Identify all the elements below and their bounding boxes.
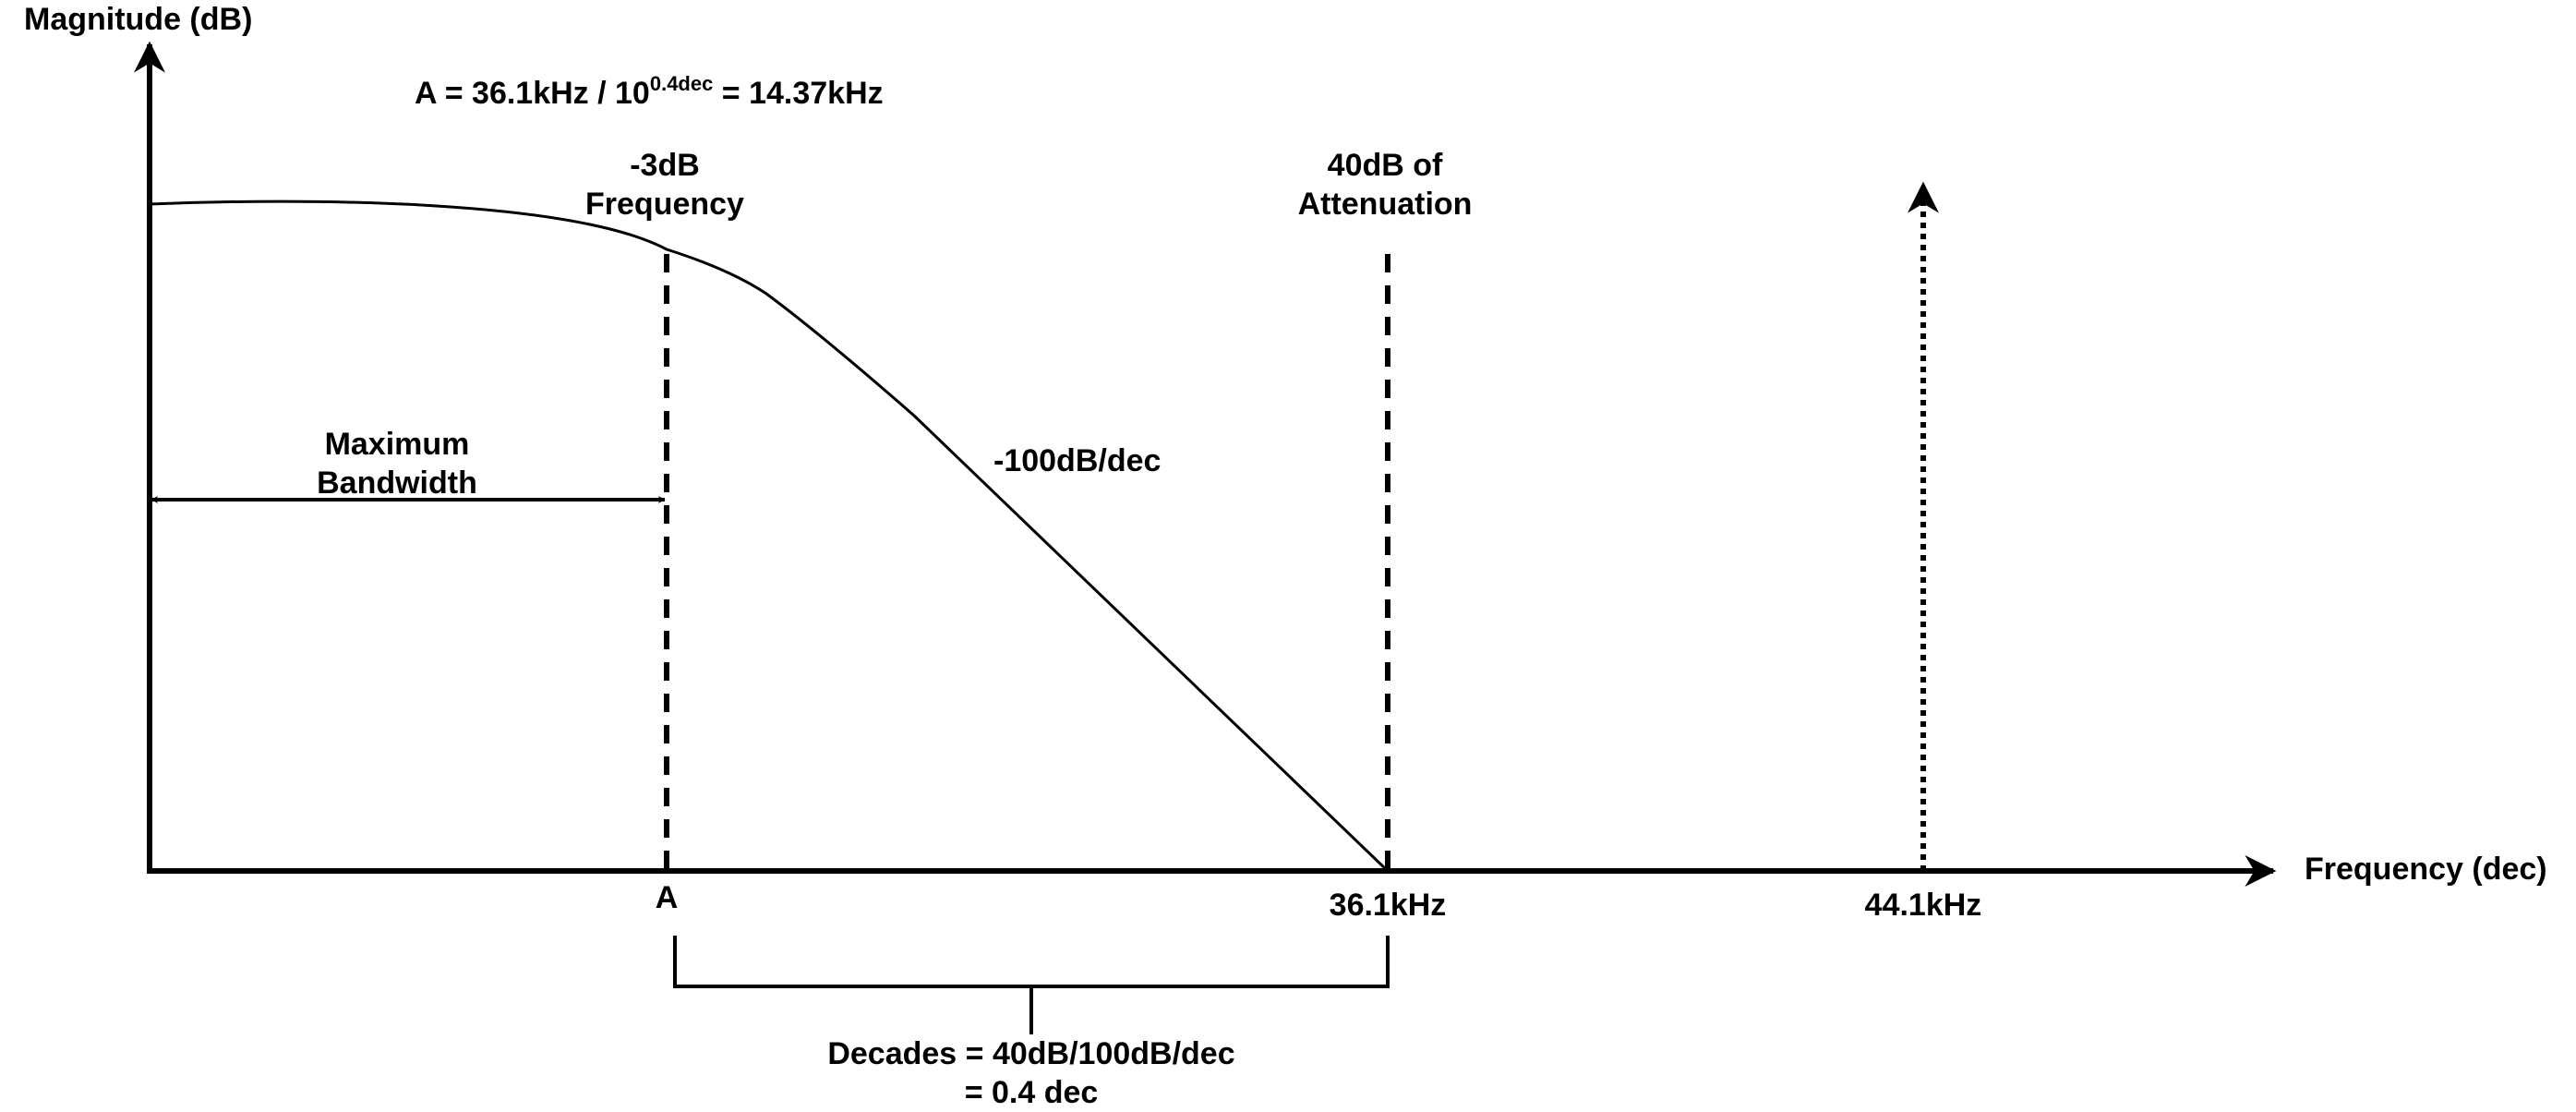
decades-bracket	[673, 936, 1390, 1034]
formula-prefix: A = 36.1kHz / 10	[415, 76, 650, 111]
bandwidth-label: Maximum Bandwidth	[259, 425, 536, 502]
cutoff-frequency-label: -3dB Frequency	[526, 146, 803, 224]
x-axis-label: Frequency (dec)	[2305, 852, 2547, 887]
magnitude-response-curve	[149, 199, 1390, 873]
formula-label: A = 36.1kHz / 100.4dec = 14.37kHz	[415, 71, 884, 113]
tick-label-a: A	[655, 880, 679, 915]
decades-label: Decades = 40dB/100dB/dec = 0.4 dec	[754, 1034, 1308, 1112]
tick-label-36-1khz: 36.1kHz	[1329, 888, 1447, 923]
formula-exponent: 0.4dec	[649, 71, 714, 95]
cutoff-label-line1: -3dB	[630, 148, 700, 183]
formula-suffix: = 14.37kHz	[713, 76, 884, 111]
bandwidth-label-line1: Maximum	[324, 427, 470, 462]
slope-label: -100dB/dec	[993, 443, 1162, 478]
decades-label-line1: Decades = 40dB/100dB/dec	[827, 1036, 1235, 1071]
cutoff-label-line2: Frequency	[585, 187, 744, 222]
y-axis-label: Magnitude (dB)	[24, 2, 253, 37]
attenuation-label-line1: 40dB of	[1327, 148, 1443, 183]
attenuation-label-line2: Attenuation	[1297, 187, 1473, 222]
tick-label-44-1khz: 44.1kHz	[1864, 888, 1982, 923]
decades-label-line2: = 0.4 dec	[964, 1075, 1099, 1110]
attenuation-label: 40dB of Attenuation	[1246, 146, 1523, 224]
bandwidth-label-line2: Bandwidth	[317, 465, 477, 501]
